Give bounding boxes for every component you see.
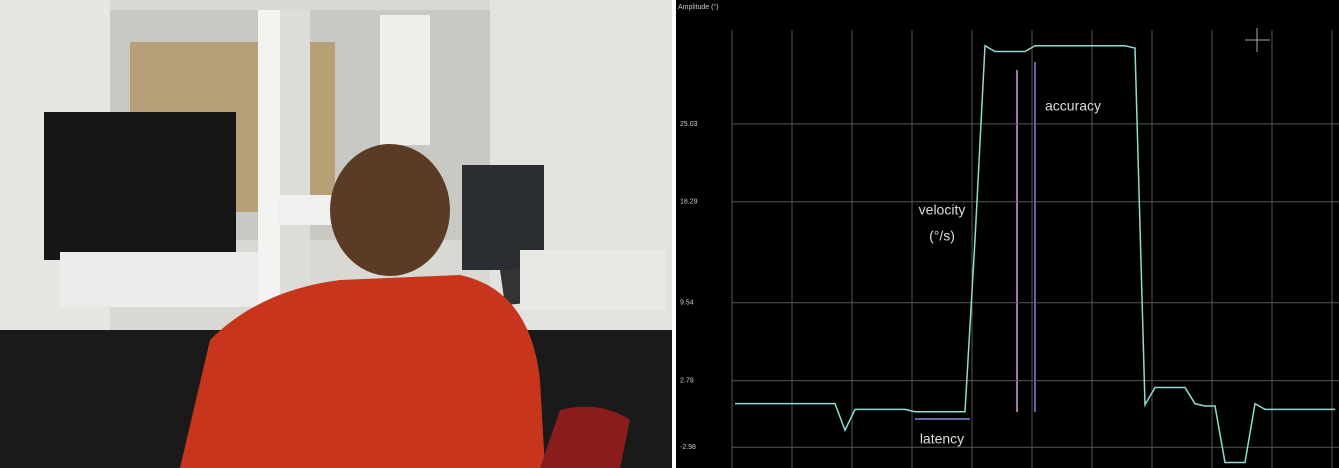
chart-background — [676, 0, 1339, 468]
head — [330, 144, 450, 276]
desk-right — [520, 250, 665, 310]
y-tick-label: 9.54 — [680, 300, 694, 307]
shirt — [180, 275, 545, 468]
monitor — [44, 112, 236, 260]
panel — [380, 15, 430, 145]
trace — [735, 44, 1335, 464]
pole — [258, 10, 280, 370]
pole-shadow — [280, 10, 310, 330]
y-tick-label: 25.03 — [680, 121, 698, 128]
chair — [540, 406, 630, 468]
annotation: velocity — [919, 202, 966, 218]
vertical-grid — [731, 30, 1333, 468]
y-tick-label: 2.79 — [680, 378, 694, 385]
annotation: latency — [920, 431, 964, 447]
annotation: (°/s) — [929, 228, 955, 244]
y-tick-label: 18.29 — [680, 199, 698, 206]
y-tick-label: -2.98 — [680, 444, 696, 451]
annotation: accuracy — [1045, 98, 1101, 114]
photo — [0, 0, 672, 468]
shelf — [60, 252, 260, 307]
y-axis-label: Amplitude (°) — [678, 3, 719, 11]
